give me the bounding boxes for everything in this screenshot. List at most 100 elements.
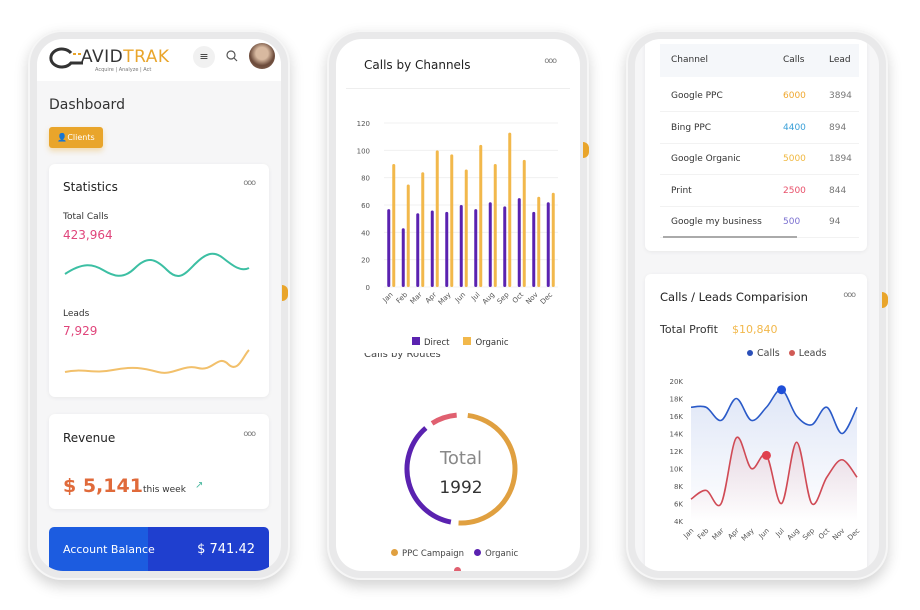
comparison-title: Calls / Leads Comparision	[660, 290, 808, 304]
account-balance-value: $ 741.42	[197, 542, 255, 557]
statistics-title: Statistics	[63, 180, 118, 194]
phone-channels: Calls by Channels ooo 0 20 40 60 80 100 120 Jan…	[327, 30, 589, 580]
bar-organic	[551, 192, 555, 287]
bar-direct	[488, 202, 492, 287]
table-row[interactable]	[660, 113, 859, 144]
legend-organic[interactable]: Organic	[463, 337, 509, 348]
more-options-icon[interactable]: ooo	[544, 56, 557, 65]
channel-table-card: Channel Calls Lead Google PPC 6000 3894 Bing P…	[645, 39, 867, 251]
bar-direct	[503, 206, 507, 287]
x-tick-label: Jan	[381, 291, 395, 305]
highlight-point	[761, 450, 771, 460]
table-row[interactable]	[660, 144, 859, 175]
x-tick-label: May	[437, 291, 453, 307]
legend-leads[interactable]: Leads	[788, 348, 826, 359]
clients-button[interactable]: 👤Clients	[49, 127, 103, 148]
x-tick-label: Apr	[424, 291, 438, 305]
table-row[interactable]	[660, 176, 859, 207]
horizontal-scrollbar[interactable]	[663, 236, 797, 238]
y-tick-label: 12K	[670, 448, 684, 456]
user-avatar[interactable]	[249, 43, 275, 69]
total-profit-value: $10,840	[732, 323, 778, 336]
x-tick-label: Feb	[696, 526, 711, 541]
calls-by-routes-donut	[404, 412, 518, 526]
x-tick-label: Oct	[511, 291, 525, 305]
donut-segment	[404, 426, 452, 525]
y-tick-label: 0	[366, 284, 370, 292]
bar-direct	[546, 202, 550, 287]
legend-direct[interactable]: Direct	[412, 337, 449, 348]
card-header: Calls by Channels ooo	[346, 39, 570, 89]
cell-lead: 844	[829, 185, 847, 196]
more-options-icon[interactable]: ooo	[843, 290, 856, 299]
x-tick-label: Apr	[726, 527, 740, 541]
legend-calls[interactable]: Calls	[747, 348, 780, 359]
donut-legend: PPC Campaign Organic	[391, 549, 518, 559]
trend-up-icon: ↗	[195, 480, 204, 491]
column-header[interactable]: Channel	[671, 55, 708, 65]
x-tick-label: Sep	[801, 526, 816, 541]
bar-direct	[445, 211, 449, 287]
y-tick-label: 120	[357, 120, 370, 128]
scroll-handle[interactable]	[282, 285, 288, 301]
table-row[interactable]	[660, 81, 859, 112]
cell-lead: 3894	[829, 91, 852, 101]
x-tick-label: Aug	[481, 291, 496, 306]
bar-organic	[522, 159, 526, 287]
legend-ppc-campaign[interactable]: PPC Campaign	[391, 549, 464, 559]
bar-organic	[464, 169, 468, 287]
bar-organic	[479, 144, 483, 287]
column-header[interactable]: Calls	[783, 55, 805, 65]
bar-direct	[532, 211, 536, 287]
bar-direct	[474, 209, 478, 287]
scroll-handle[interactable]	[583, 142, 589, 158]
total-calls-value: 423,964	[63, 228, 113, 242]
revenue-title: Revenue	[63, 431, 116, 445]
donut-segment	[430, 412, 457, 426]
calls-sparkline	[64, 252, 250, 278]
x-tick-label: Feb	[395, 290, 410, 305]
scroll-handle[interactable]	[882, 292, 888, 308]
y-tick-label: 20	[361, 257, 370, 265]
bar-organic	[537, 196, 541, 287]
more-options-icon[interactable]: ooo	[243, 178, 256, 187]
cell-channel: Print	[671, 185, 692, 196]
cell-lead: 894	[829, 122, 847, 133]
bar-direct	[459, 205, 463, 287]
x-tick-label: Jun	[757, 527, 771, 541]
phone-comparison: Channel Calls Lead Google PPC 6000 3894 Bing P…	[626, 30, 888, 580]
cell-channel: Google PPC	[671, 91, 723, 101]
donut-center-label: Total	[439, 448, 483, 469]
x-tick-label: Jan	[681, 527, 695, 541]
logo[interactable]: AVIDTRAK Acquire | Analyze | Act	[45, 45, 195, 75]
y-tick-label: 20K	[670, 378, 684, 386]
bar-direct	[517, 198, 521, 287]
channels-title: Calls by Channels	[364, 58, 471, 72]
more-options-icon[interactable]: ooo	[243, 429, 256, 438]
x-tick-label: Nov	[831, 527, 846, 542]
top-bar	[37, 39, 281, 81]
user-icon: 👤	[57, 133, 68, 142]
bar-organic	[406, 184, 410, 287]
y-tick-label: 14K	[670, 431, 684, 439]
leads-value: 7,929	[63, 324, 98, 338]
phone-dashboard: AVIDTRAK Acquire | Analyze | Act ≡ Dashb…	[28, 30, 290, 580]
bar-organic	[392, 164, 396, 287]
column-header[interactable]: Lead	[829, 55, 851, 65]
page-title: Dashboard	[49, 97, 125, 113]
search-button[interactable]	[221, 46, 243, 68]
cell-calls: 5000	[783, 154, 806, 164]
chart-legend: Direct Organic	[412, 337, 509, 348]
cell-channel: Google Organic	[671, 154, 741, 164]
menu-button[interactable]: ≡	[193, 46, 215, 68]
leads-label: Leads	[63, 309, 90, 319]
screen: Channel Calls Lead Google PPC 6000 3894 Bing P…	[635, 39, 879, 571]
y-tick-label: 18K	[670, 396, 684, 404]
bar-organic	[508, 132, 512, 287]
total-calls-label: Total Calls	[63, 212, 109, 222]
legend-organic[interactable]: Organic	[474, 549, 518, 559]
x-tick-label: Jul	[469, 291, 481, 303]
account-balance-card[interactable]: Account Balance $ 741.42	[49, 527, 269, 571]
revenue-value: $ 5,141	[63, 475, 143, 497]
